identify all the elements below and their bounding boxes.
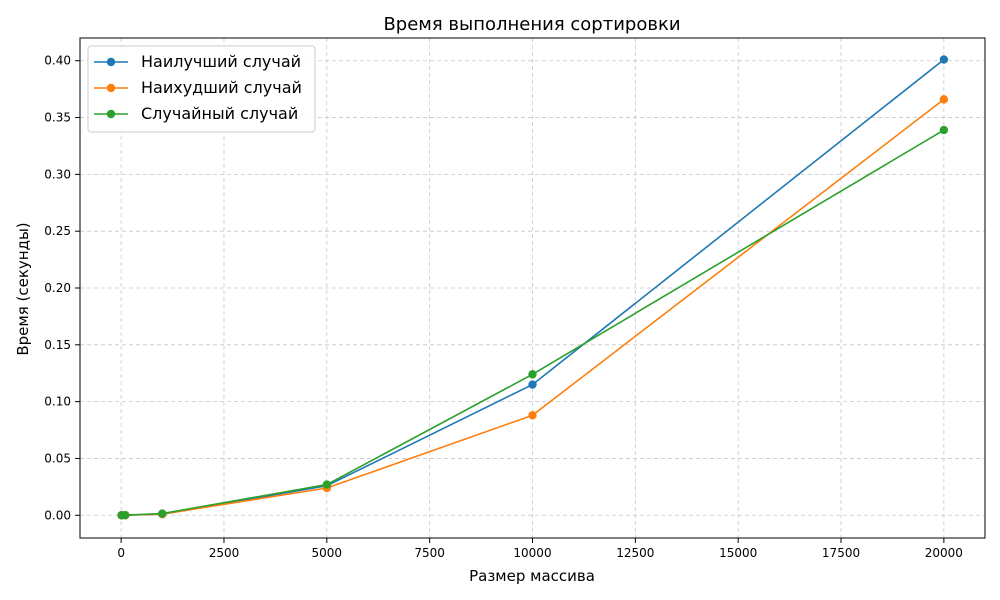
y-axis-label: Время (секунды) (14, 222, 32, 355)
x-axis-label: Размер массива (469, 567, 595, 585)
data-point (528, 380, 537, 389)
y-tick-label: 0.35 (44, 111, 71, 125)
legend-label: Наихудший случай (141, 78, 302, 97)
x-tick-label: 12500 (616, 546, 654, 560)
y-tick-label: 0.15 (44, 338, 71, 352)
y-tick-label: 0.10 (44, 395, 71, 409)
y-tick-label: 0.40 (44, 54, 71, 68)
legend-item: Случайный случай (94, 104, 298, 123)
x-tick-label: 5000 (312, 546, 343, 560)
legend-item: Наихудший случай (94, 78, 302, 97)
x-tick-label: 15000 (719, 546, 757, 560)
y-tick-label: 0.30 (44, 167, 71, 181)
x-axis: 0 2500 5000 7500 10000 12500 15000 17500 20000 (117, 538, 963, 560)
data-point (322, 480, 332, 489)
y-tick-label: 0.25 (44, 224, 71, 238)
data-point (528, 411, 537, 420)
x-tick-label: 0 (117, 546, 125, 560)
data-point (158, 509, 167, 518)
data-point (939, 125, 949, 135)
legend-box (87, 45, 316, 133)
data-point (528, 370, 537, 379)
legend-marker (106, 109, 116, 119)
y-axis: 0.00 0.05 0.10 0.15 0.20 0.25 0.30 0.35 0.40 (44, 54, 80, 522)
data-point (939, 95, 949, 104)
legend-label: Наилучший случай (141, 52, 301, 71)
x-tick-label: 20000 (925, 546, 963, 560)
data-point (121, 510, 130, 520)
x-tick-label: 17500 (822, 546, 860, 560)
legend-marker (106, 83, 116, 93)
legend: Наилучший случай Наихудший случай Случайны… (87, 45, 316, 133)
y-tick-label: 0.20 (44, 281, 71, 295)
x-tick-label: 2500 (209, 546, 240, 560)
x-tick-label: 7500 (414, 546, 445, 560)
legend-label: Случайный случай (141, 104, 298, 123)
chart-title: Время выполнения сортировки (383, 14, 680, 35)
series-layer (117, 55, 949, 520)
legend-marker (106, 57, 116, 67)
y-tick-label: 0.05 (44, 451, 71, 465)
x-tick-label: 10000 (513, 546, 551, 560)
data-point (939, 55, 949, 64)
series-3 (117, 125, 949, 520)
legend-item: Наилучший случай (94, 52, 301, 71)
y-tick-label: 0.00 (44, 508, 71, 522)
